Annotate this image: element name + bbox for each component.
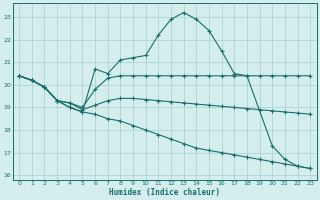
X-axis label: Humidex (Indice chaleur): Humidex (Indice chaleur) <box>109 188 220 197</box>
